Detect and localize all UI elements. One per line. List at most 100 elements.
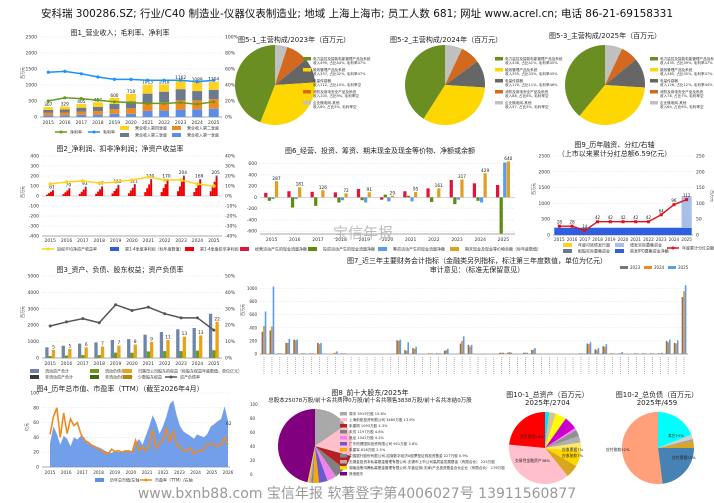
y2-axis-label: 百万元 bbox=[710, 190, 714, 202]
bar bbox=[428, 353, 430, 354]
bar-value-label: 13 bbox=[182, 331, 188, 337]
line-point bbox=[163, 178, 167, 182]
bar bbox=[289, 339, 291, 354]
chart-total-liabilities: 图10-2_总负债（百万元） 2025年/459 其它19%应付票据23%应付账… bbox=[600, 388, 714, 488]
bar bbox=[526, 353, 528, 354]
x-tick-label: 2018 bbox=[93, 470, 104, 475]
bar bbox=[606, 344, 608, 354]
bar-deducted-profit bbox=[134, 185, 136, 196]
line-point bbox=[180, 316, 183, 319]
x-tick-label: 2023 bbox=[175, 120, 187, 126]
bar bbox=[404, 350, 406, 354]
legend-label: 中国银行股份有限公司-招商数字经济A股票型证券投资基金 227万股 0.9% bbox=[349, 453, 469, 458]
bar bbox=[285, 343, 287, 354]
bar bbox=[461, 341, 463, 354]
bar-value-label: 95 bbox=[413, 187, 419, 193]
bar-segment bbox=[109, 104, 119, 109]
y-tick-label: 0 bbox=[254, 195, 257, 201]
y-tick-label: -400 bbox=[29, 234, 39, 240]
bar-segment bbox=[109, 109, 119, 113]
bar-value-label: 8 bbox=[134, 339, 137, 345]
line-point bbox=[80, 72, 83, 75]
bar-value-label: 126 bbox=[319, 185, 327, 191]
x-tick-label: 2019 bbox=[109, 120, 121, 126]
bar-equity bbox=[68, 349, 71, 358]
y2-tick-label: -20% bbox=[225, 214, 237, 220]
bar bbox=[426, 188, 429, 197]
line-value-label: 42 bbox=[608, 215, 614, 220]
x-tick-label: 2024 bbox=[192, 238, 204, 244]
legend-swatch bbox=[120, 133, 129, 137]
bar-value-label: 5 bbox=[68, 343, 71, 349]
chart-svg: 货币资金24%交易性金融资产38%应收票据7%应收账款7% bbox=[490, 388, 605, 488]
bar-total-label: 718 bbox=[127, 89, 135, 95]
slice-label: 应付账款52% bbox=[606, 447, 630, 452]
y-tick-label: 400 bbox=[248, 172, 257, 178]
legend-swatch bbox=[495, 90, 503, 94]
bar bbox=[610, 353, 612, 354]
x-tick-label: 2025 bbox=[681, 237, 692, 242]
bar bbox=[644, 353, 646, 354]
bar bbox=[415, 347, 417, 354]
line-point bbox=[634, 220, 637, 223]
bar-deducted-profit bbox=[179, 187, 181, 197]
bar-value-label: 72 bbox=[343, 188, 349, 194]
x-tick-label: 2022 bbox=[158, 470, 169, 475]
bar bbox=[484, 173, 487, 197]
legend-swatch bbox=[30, 375, 39, 379]
legend-swatch bbox=[495, 68, 503, 72]
x-tick-label: 2020 bbox=[126, 470, 137, 475]
y-tick-label: 1500 bbox=[539, 185, 551, 191]
y-tick-label: 0 bbox=[36, 356, 39, 362]
bar bbox=[677, 340, 679, 354]
x-tick-label: 2021 bbox=[143, 361, 155, 367]
x-tick-label: 2025 bbox=[208, 238, 220, 244]
x-tick-label: 2020 bbox=[126, 361, 138, 367]
x-tick-label: 2018 bbox=[592, 237, 603, 242]
bar bbox=[496, 185, 499, 197]
bar-segment bbox=[159, 111, 169, 117]
bar-deducted-profit bbox=[128, 193, 130, 196]
legend-swatch bbox=[340, 472, 347, 476]
bar-segment bbox=[159, 84, 169, 91]
legend-label: 净利率 bbox=[70, 129, 82, 135]
line-value-label: 42 bbox=[595, 215, 601, 220]
bar bbox=[650, 353, 652, 354]
line-point bbox=[179, 79, 182, 82]
y-axis-label: 百万元 bbox=[531, 183, 536, 195]
slice-label: 应付票据23% bbox=[672, 455, 696, 460]
bar-current-liabilities bbox=[212, 350, 215, 358]
bar bbox=[304, 353, 306, 354]
bar bbox=[311, 353, 313, 354]
bar-deducted-profit bbox=[216, 177, 218, 196]
legend-swatch bbox=[303, 90, 311, 94]
legend-label: 周中 3919万股 15.6% bbox=[349, 411, 387, 416]
y-tick-label: 2000 bbox=[28, 323, 40, 329]
line-point bbox=[196, 103, 199, 106]
bar-deducted-profit bbox=[85, 188, 87, 197]
line-value-label: 28 bbox=[557, 220, 563, 225]
legend-label: 投资活动产生的现金流量净额 bbox=[323, 246, 375, 252]
line-point bbox=[672, 203, 675, 206]
bar-current-assets bbox=[176, 329, 179, 358]
legend-marker bbox=[170, 376, 173, 379]
bar bbox=[501, 353, 503, 354]
bar bbox=[634, 353, 636, 354]
bar-segment bbox=[143, 85, 153, 94]
legend-label: 年度可转债发行量 bbox=[578, 242, 610, 248]
line-point bbox=[65, 180, 69, 184]
y-tick-label: 2500 bbox=[26, 35, 38, 41]
legend-swatch bbox=[650, 90, 658, 94]
bar bbox=[335, 353, 337, 354]
line-point bbox=[63, 96, 66, 99]
y2-tick-label: 100 bbox=[696, 201, 705, 207]
y-tick-label: 0 bbox=[254, 352, 257, 357]
bar bbox=[342, 353, 344, 354]
bar-segment bbox=[209, 109, 219, 117]
legend-detail: 收入64, 占比6%, 毛利率空 bbox=[660, 104, 704, 109]
bar bbox=[317, 343, 319, 354]
line-point bbox=[81, 179, 85, 183]
bar bbox=[309, 353, 311, 354]
line-point bbox=[49, 325, 52, 328]
